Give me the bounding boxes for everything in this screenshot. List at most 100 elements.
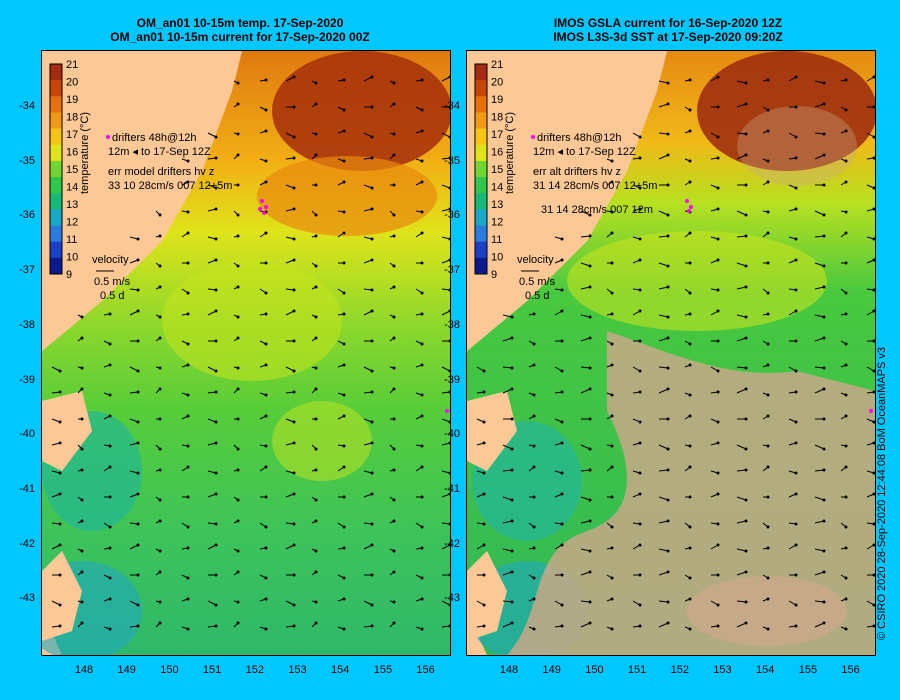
velocity-vector	[502, 600, 513, 603]
velocity-vector-head	[666, 549, 670, 553]
velocity-vector-head	[58, 624, 62, 628]
velocity-vector-head	[214, 135, 218, 139]
velocity-vector-head	[264, 363, 268, 367]
velocity-vector-head	[158, 570, 162, 574]
velocity-vector-head	[370, 441, 374, 445]
velocity-vector-head	[342, 231, 346, 235]
velocity-vector-head	[214, 390, 218, 394]
velocity-vector-head	[370, 420, 374, 424]
velocity-vector-head	[158, 621, 162, 625]
velocity-vector	[580, 314, 591, 318]
velocity-vector-head	[136, 624, 140, 628]
colorbar-swatch	[50, 225, 62, 243]
velocity-vector	[814, 548, 825, 552]
velocity-vector-head	[822, 498, 826, 502]
velocity-vector-head	[292, 288, 296, 292]
right-err-line2: 31 14 28cm/s 007 12+5m	[533, 180, 657, 192]
velocity-vector-head	[158, 285, 162, 289]
velocity-vector-head	[638, 135, 642, 139]
velocity-vector-head	[448, 75, 450, 79]
velocity-vector-head	[448, 156, 450, 160]
velocity-vector-head	[610, 546, 614, 550]
velocity-vector-head	[292, 339, 296, 343]
velocity-vector-head	[588, 234, 592, 238]
velocity-vector-head	[158, 519, 162, 523]
longitude-label: 152	[245, 664, 264, 676]
velocity-vector-head	[766, 261, 770, 265]
velocity-vector	[814, 235, 825, 238]
velocity-vector-head	[766, 393, 770, 397]
velocity-vector-head	[666, 600, 670, 604]
velocity-vector-head	[638, 237, 642, 241]
longitude-label: 148	[499, 664, 519, 676]
velocity-vector-head	[108, 627, 112, 631]
velocity-vector-head	[236, 315, 240, 319]
velocity-vector-head	[822, 519, 826, 523]
velocity-vector	[814, 444, 825, 450]
velocity-vector-head	[420, 78, 424, 82]
velocity-vector-head	[370, 258, 374, 262]
colorbar-swatch	[50, 112, 62, 130]
velocity-vector-head	[532, 393, 536, 397]
velocity-vector-head	[420, 393, 424, 397]
velocity-vector-head	[314, 234, 318, 238]
velocity-vector-head	[448, 471, 450, 475]
velocity-vector-head	[666, 519, 670, 523]
velocity-vector-head	[638, 309, 642, 313]
right-drifter-markers	[685, 199, 873, 413]
velocity-vector	[814, 210, 825, 216]
velocity-vector-head	[342, 525, 346, 529]
velocity-vector-head	[638, 522, 642, 526]
velocity-vector-head	[264, 627, 268, 631]
velocity-vector-head	[610, 312, 614, 316]
velocity-vector-head	[392, 498, 396, 502]
velocity-vector-head	[136, 522, 140, 526]
velocity-vector-head	[158, 498, 162, 502]
velocity-vector-head	[532, 495, 536, 499]
velocity-vector-head	[482, 369, 486, 373]
velocity-vector-head	[716, 492, 720, 496]
velocity-vector-head	[610, 159, 614, 163]
colorbar-tick-label: 9	[66, 269, 72, 281]
velocity-vector	[502, 520, 513, 524]
velocity-vector-head	[236, 498, 240, 502]
colorbar-tick-label: 14	[66, 182, 78, 194]
colorbar-tick-label: 11	[66, 234, 77, 246]
velocity-vector-head	[370, 543, 374, 547]
velocity-vector-head	[744, 417, 748, 421]
velocity-vector	[814, 286, 825, 290]
velocity-vector-head	[136, 543, 140, 547]
velocity-vector	[736, 314, 747, 318]
velocity-vector-head	[560, 624, 564, 628]
velocity-vector-head	[214, 471, 218, 475]
left-velocity-label: velocity	[92, 254, 129, 266]
velocity-vector-head	[872, 369, 875, 373]
left-title: OM_an01 10-15m temp. 17-Sep-2020 OM_an01…	[30, 16, 450, 44]
velocity-vector-head	[80, 549, 84, 553]
velocity-vector-head	[532, 627, 536, 631]
velocity-vector-head	[666, 183, 670, 187]
latitude-label: -40	[444, 428, 460, 441]
velocity-vector-head	[532, 444, 536, 448]
velocity-vector-head	[80, 519, 84, 523]
velocity-vector-head	[342, 78, 346, 82]
velocity-vector-head	[392, 315, 396, 319]
right-map: 21 20 19 18 17 16 15 14 13 12 11 10 9 temperature (°…	[467, 51, 875, 655]
velocity-vector-head	[342, 291, 346, 295]
velocity-vector-head	[392, 102, 396, 106]
velocity-vector-head	[560, 573, 564, 577]
velocity-vector-head	[158, 387, 162, 391]
velocity-vector	[502, 388, 513, 394]
velocity-vector	[814, 571, 825, 576]
velocity-vector-head	[532, 525, 536, 529]
velocity-vector-head	[688, 465, 692, 469]
velocity-vector	[580, 235, 591, 238]
velocity-vector-head	[638, 186, 642, 190]
velocity-vector-head	[314, 213, 318, 217]
velocity-vector-head	[766, 546, 770, 550]
velocity-vector	[580, 210, 591, 216]
velocity-vector	[658, 210, 669, 216]
velocity-vector-head	[314, 315, 318, 319]
velocity-vector-head	[766, 576, 770, 580]
velocity-vector-head	[688, 261, 692, 265]
